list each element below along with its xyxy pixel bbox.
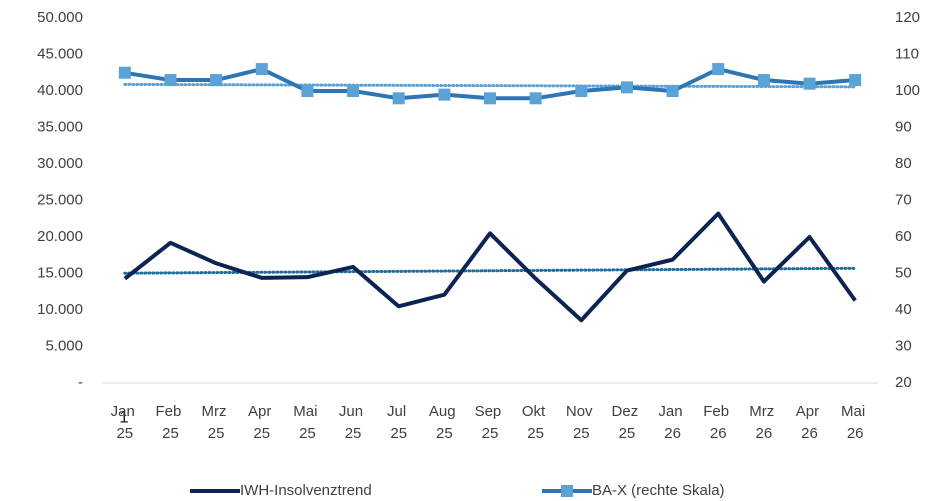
x-tick-label: Mrz 25 <box>202 403 231 442</box>
marker <box>666 85 679 97</box>
y-tick-label: 40.000 <box>37 82 83 99</box>
x-tick-label: Feb 25 <box>155 403 185 442</box>
x-tick-label-line: 26 <box>847 425 864 442</box>
marker <box>620 81 633 94</box>
series-line <box>123 211 857 323</box>
x-tick-label-line: Mai <box>841 403 869 420</box>
y2-tick-label: 100 <box>895 82 920 99</box>
x-tick-label: Mai 25 <box>293 403 321 442</box>
marker <box>529 92 542 105</box>
marker <box>712 63 725 76</box>
y2-tick-label: 120 <box>895 9 920 26</box>
trendline <box>123 82 857 89</box>
x-tick-label-line: 25 <box>619 425 636 442</box>
marker <box>255 63 268 76</box>
x-tick-label-line: Apr <box>796 403 824 420</box>
marker <box>484 92 496 105</box>
x-tick-label-line: 25 <box>573 425 590 442</box>
y-tick-label: 10.000 <box>37 301 83 318</box>
x-tick-label-line: 26 <box>664 425 681 442</box>
legend-marker <box>561 485 573 497</box>
y2-tick-label: 20 <box>895 374 912 391</box>
x-tick-label-line: 25 <box>299 425 316 442</box>
y2-tick-label: 60 <box>895 228 912 245</box>
x-tick-label-line: Mai <box>293 403 321 420</box>
x-tick-label-line: Feb <box>703 403 733 420</box>
marker <box>301 85 314 97</box>
x-tick-label: Sep 25 <box>475 403 506 442</box>
x-tick-label-line: 25 <box>527 425 544 442</box>
x-tick-label-line: 25 <box>436 425 453 442</box>
marker <box>575 85 588 97</box>
x-tick-label-line: 25 <box>253 425 270 442</box>
x-tick-label-line: 25 <box>482 425 499 442</box>
marker <box>438 88 451 101</box>
legend-label: BA-X (rechte Skala) <box>592 482 725 499</box>
x-tick-label-line: Apr <box>248 403 276 420</box>
y2-tick-label: 50 <box>895 264 912 281</box>
x-tick-label-line: Jun <box>339 403 367 420</box>
y-tick-label: 45.000 <box>37 45 83 62</box>
y2-tick-label: 80 <box>895 155 912 172</box>
marker <box>210 74 223 87</box>
x-tick-label: Jan 26 <box>658 403 686 442</box>
marker <box>118 66 131 79</box>
x-tick-label-line: 26 <box>710 425 727 442</box>
x-tick-label-line: 26 <box>756 425 773 442</box>
y-tick-label: 50.000 <box>37 9 83 26</box>
x-tick-label-line: Feb <box>155 403 185 420</box>
x-tick-label-line: 25 <box>208 425 225 442</box>
y-tick-label: 25.000 <box>37 191 83 208</box>
x-tick-label-line: Sep <box>475 403 506 420</box>
y2-tick-label: 70 <box>895 191 912 208</box>
x-tick-label: Aug 25 <box>429 403 460 442</box>
x-tick-label-line: Nov <box>566 403 597 420</box>
x-tick-label: Nov 25 <box>566 403 597 442</box>
marker <box>392 92 405 105</box>
x-tick-label-line: 25 <box>390 425 407 442</box>
x-tick-label: Jan 25 <box>111 403 139 442</box>
x-tick-label-line: 26 <box>801 425 818 442</box>
x-tick-label: Dez 25 <box>612 403 643 442</box>
x-tick-label: Mai 26 <box>841 403 869 442</box>
x-tick-label-line: Mrz <box>749 403 778 420</box>
x-tick-label-line: 25 <box>345 425 362 442</box>
legend-label: IWH-Insolvenztrend <box>240 482 372 499</box>
annotation: 1 <box>119 407 128 426</box>
y2-tick-label: 90 <box>895 118 912 135</box>
y-tick-label: 20.000 <box>37 228 83 245</box>
x-tick-label-line: Dez <box>612 403 643 420</box>
x-tick-label-line: Jul <box>387 403 410 420</box>
marker <box>757 74 770 87</box>
x-tick-label: Apr 25 <box>248 403 276 442</box>
x-tick-label-line: Aug <box>429 403 460 420</box>
x-tick-label: Okt 25 <box>522 403 550 442</box>
y2-tick-label: 110 <box>895 45 919 62</box>
x-tick-label-line: 25 <box>162 425 179 442</box>
y2-tick-label: 30 <box>895 337 912 354</box>
y-tick-label: 15.000 <box>37 264 83 281</box>
x-tick-label: Mrz 26 <box>749 403 778 442</box>
x-tick-label-line: 25 <box>116 425 133 442</box>
y-tick-label: 30.000 <box>37 155 83 172</box>
y-tick-label: 35.000 <box>37 118 83 135</box>
y-tick-label: - <box>78 374 83 391</box>
marker <box>347 85 360 97</box>
y2-tick-label: 40 <box>895 301 912 318</box>
x-tick-label-line: Okt <box>522 403 550 420</box>
x-tick-label: Feb 26 <box>703 403 733 442</box>
x-tick-label: Jul 25 <box>387 403 410 442</box>
x-tick-label: Apr 26 <box>796 403 824 442</box>
marker <box>803 77 816 90</box>
x-tick-label-line: Jan <box>111 403 139 420</box>
x-tick-label-line: Jan <box>658 403 686 420</box>
x-tick-label: Jun 25 <box>339 403 367 442</box>
y-tick-label: 5.000 <box>45 337 83 354</box>
marker <box>849 74 862 87</box>
x-tick-label-line: Mrz <box>202 403 231 420</box>
marker <box>164 74 177 87</box>
